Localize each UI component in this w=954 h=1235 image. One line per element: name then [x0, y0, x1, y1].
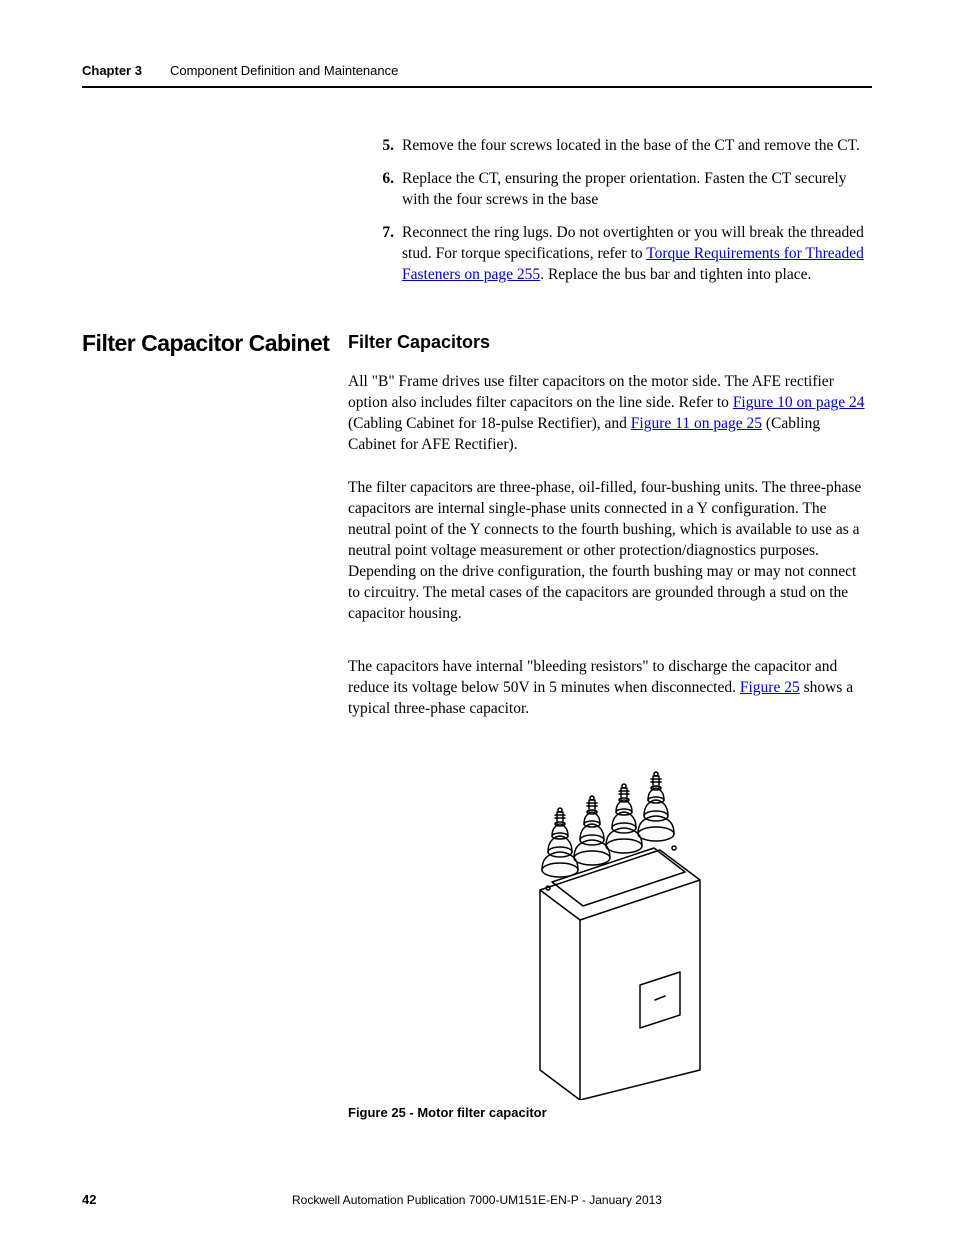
publication-info: Rockwell Automation Publication 7000-UM1…	[0, 1193, 954, 1207]
page-header: Chapter 3 Component Definition and Maint…	[82, 62, 872, 96]
step-number: 7.	[370, 223, 394, 286]
step-6: 6. Replace the CT, ensuring the proper o…	[370, 169, 872, 211]
header-rule	[82, 86, 872, 88]
figure-11-link[interactable]: Figure 11 on page 25	[631, 415, 762, 432]
step-text: Reconnect the ring lugs. Do not overtigh…	[402, 223, 872, 286]
step-text: Replace the CT, ensuring the proper orie…	[402, 169, 872, 211]
figure-caption: Figure 25 - Motor filter capacitor	[348, 1105, 547, 1120]
step-text: Remove the four screws located in the ba…	[402, 136, 872, 157]
step-text-part: . Replace the bus bar and tighten into p…	[540, 266, 811, 283]
chapter-title: Component Definition and Maintenance	[170, 63, 398, 78]
step-number: 5.	[370, 136, 394, 157]
chapter-label: Chapter 3	[82, 63, 142, 78]
capacitor-figure	[480, 740, 740, 1100]
body-text: (Cabling Cabinet for 18-pulse Rectifier)…	[348, 415, 631, 432]
step-number: 6.	[370, 169, 394, 211]
page: Chapter 3 Component Definition and Maint…	[0, 0, 954, 1235]
step-7: 7. Reconnect the ring lugs. Do not overt…	[370, 223, 872, 286]
paragraph-1: All "B" Frame drives use filter capacito…	[348, 372, 872, 456]
paragraph-2: The filter capacitors are three-phase, o…	[348, 478, 872, 624]
section-heading: Filter Capacitor Cabinet	[82, 330, 329, 357]
step-5: 5. Remove the four screws located in the…	[370, 136, 872, 157]
paragraph-3: The capacitors have internal "bleeding r…	[348, 657, 872, 720]
figure-10-link[interactable]: Figure 10 on page 24	[733, 394, 865, 411]
steps-list: 5. Remove the four screws located in the…	[370, 136, 872, 298]
figure-25-link[interactable]: Figure 25	[740, 679, 800, 696]
subsection-heading: Filter Capacitors	[348, 332, 490, 353]
